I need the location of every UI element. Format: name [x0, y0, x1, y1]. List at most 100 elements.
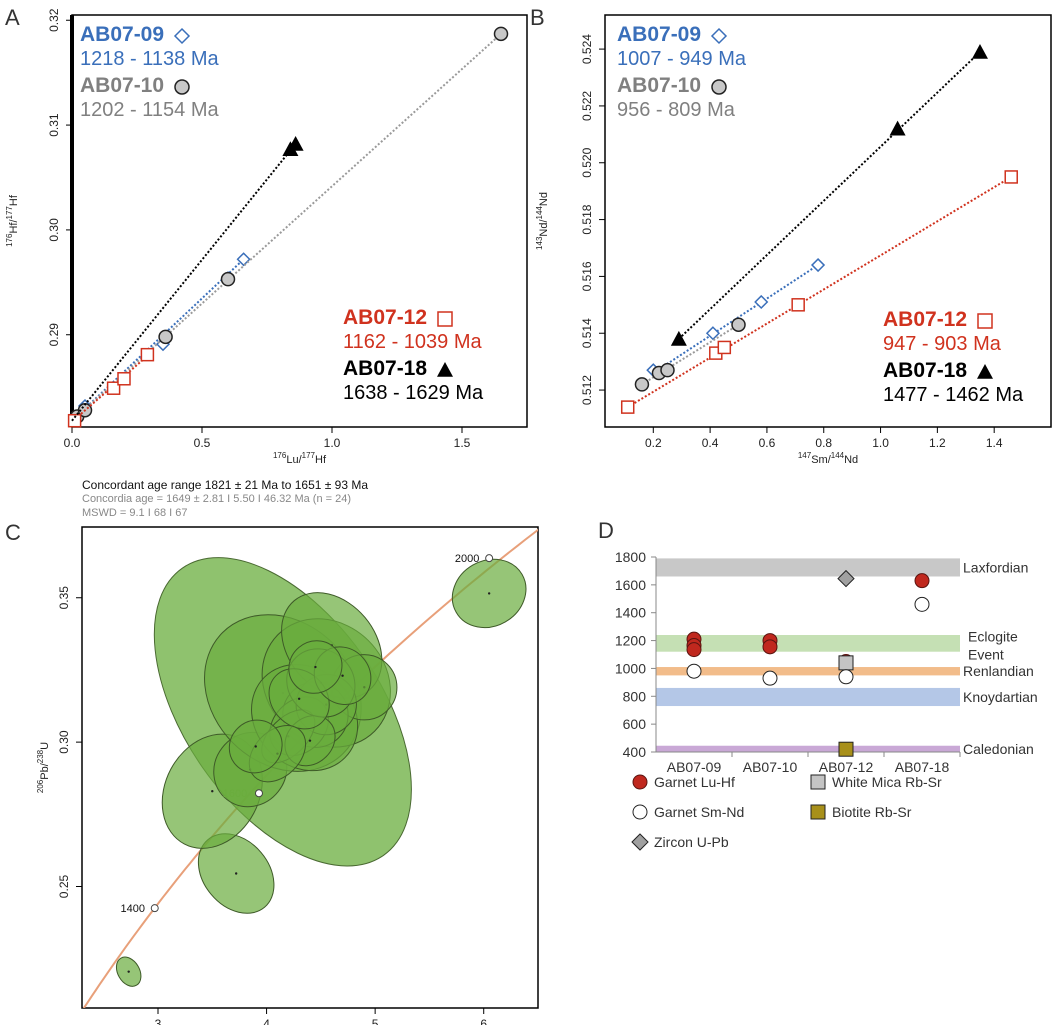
- data-point-ab07-12: [67, 413, 82, 428]
- legend-age-ab07-18: 1477 - 1462 Ma: [883, 384, 1024, 406]
- y-tick-label: 0.30: [57, 730, 71, 754]
- legend-symbol-ab07-18: [977, 364, 994, 379]
- data-point-ab07-10: [493, 26, 509, 42]
- category-label: AB07-12: [819, 759, 874, 775]
- band-eclogite-event: [656, 635, 960, 652]
- data-point-ab07-18: [670, 330, 687, 346]
- legend-symbol-ab07-12: [977, 313, 993, 329]
- concordia-age-marker: [485, 554, 494, 563]
- legend-symbol-ab07-18: [437, 362, 454, 377]
- data-point-ab07-12: [791, 298, 805, 312]
- category-label: AB07-09: [667, 759, 722, 775]
- legend-marker-circle-red: [632, 774, 648, 790]
- age-point-square-gray: [838, 655, 854, 671]
- legend-symbol-ab07-10: [174, 79, 190, 95]
- ellipse-center: [341, 674, 344, 677]
- x-tick-label: 1.0: [324, 436, 341, 450]
- plot-area: [82, 528, 538, 1008]
- isochron-line-ab07-12: [71, 352, 151, 423]
- legend-marker: [710, 27, 728, 45]
- legend-marker-circle-white: [632, 804, 648, 820]
- chart-a: 0.0 0.5 1.0 1.5 0.29 0.30 0.31 0.32 176Lu/177Hf 1…: [5, 8, 528, 466]
- isochron-line-ab07-10: [641, 323, 740, 386]
- band-renlandian: [656, 667, 960, 676]
- data-point-ab07-09: [705, 326, 721, 341]
- y-tick-label: 0.25: [57, 875, 71, 899]
- band-label: Event: [968, 646, 1004, 662]
- isochron-line-ab07-18: [678, 51, 981, 340]
- legend-sample-ab07-18: AB07-18: [343, 357, 428, 380]
- legend-age-ab07-10: 956 - 809 Ma: [617, 99, 735, 121]
- y-tick-label: 600: [623, 716, 647, 732]
- x-tick-label: 0.2: [645, 436, 662, 450]
- y-tick-label: 1200: [615, 633, 646, 649]
- data-point-ab07-10: [660, 362, 675, 378]
- band-label: Eclogite: [968, 628, 1018, 644]
- data-point-ab07-12: [140, 347, 155, 362]
- band-laxfordian: [656, 558, 960, 577]
- concordia-age-label: 2000: [455, 553, 479, 565]
- y-tick-label: 0.35: [57, 586, 71, 610]
- data-point-ab07-09: [810, 257, 826, 273]
- band-label: Caledonian: [963, 741, 1034, 757]
- x-tick-label: 1.4: [986, 436, 1003, 450]
- legend-marker-square-gray: [810, 774, 826, 790]
- legend-marker: [977, 364, 994, 379]
- x-tick-label: 1.2: [929, 436, 946, 450]
- legend-sample-ab07-12: AB07-12: [883, 308, 968, 331]
- isochron-line-ab07-18: [71, 143, 297, 422]
- y-tick-label: 800: [623, 688, 647, 704]
- y-tick-label: 0.522: [580, 91, 594, 121]
- chart-b: 0.2 0.4 0.6 0.8 1.0 1.2 1.4 0.512 0.514 0.516 0.51…: [535, 14, 1052, 466]
- legend-sample-ab07-10: AB07-10: [80, 74, 165, 97]
- y-tick-label: 1000: [615, 660, 646, 676]
- y-tick-label: 0.29: [47, 323, 61, 347]
- legend-sample-ab07-12: AB07-12: [343, 306, 428, 329]
- isochron-line-ab07-09: [652, 264, 819, 374]
- panel-letter-b: B: [530, 5, 545, 30]
- x-tick-label: 0.5: [194, 436, 211, 450]
- isochron-line-ab07-12: [627, 176, 1012, 408]
- x-tick-label: 5: [372, 1017, 379, 1025]
- legend-age-ab07-12: 1162 - 1039 Ma: [343, 331, 482, 353]
- y-tick-label: 0.32: [47, 8, 61, 32]
- data-point-ab07-09: [754, 294, 769, 310]
- ellipse-center: [211, 790, 214, 793]
- data-point-ab07-12: [1004, 170, 1018, 184]
- legend-sample-ab07-09: AB07-09: [80, 23, 165, 46]
- category-label: AB07-18: [895, 759, 950, 775]
- legend-symbol-ab07-09: [710, 27, 728, 45]
- y-tick-label: 0.31: [47, 113, 61, 137]
- plot-frame: [604, 14, 1052, 428]
- age-point-circle-red: [914, 573, 930, 589]
- ellipse-center: [297, 697, 301, 701]
- concordia-age-marker: [254, 789, 263, 798]
- age-point-circle-white: [686, 663, 702, 679]
- data-point-ab07-18: [889, 120, 906, 136]
- legend-marker: [977, 313, 993, 329]
- legend-marker: [711, 79, 727, 95]
- band-caledonian: [656, 745, 960, 752]
- concordia-age-label: 1600: [223, 788, 247, 800]
- y-tick-label: 0.516: [580, 261, 594, 291]
- ellipse-center: [254, 745, 257, 748]
- legend-label: White Mica Rb-Sr: [832, 774, 942, 790]
- band-label: Knoydartian: [963, 689, 1038, 705]
- legend-marker-diamond-gray: [631, 833, 649, 851]
- data-point-ab07-12: [117, 372, 131, 386]
- y-axis-label: 143Nd/144Nd: [535, 192, 550, 250]
- y-tick-label: 0.524: [580, 34, 594, 64]
- ellipse-center: [487, 592, 491, 595]
- legend-label: Garnet Sm-Nd: [654, 804, 744, 820]
- y-tick-label: 400: [623, 744, 647, 760]
- age-point-diamond-gray: [837, 569, 855, 588]
- legend-age-ab07-12: 947 - 903 Ma: [883, 333, 1001, 355]
- age-point-circle-red: [762, 639, 778, 655]
- legend-sample-ab07-09: AB07-09: [617, 23, 702, 46]
- legend-marker-square-olive: [810, 804, 826, 820]
- ellipse-center: [234, 872, 238, 875]
- panel-letter-a: A: [5, 5, 20, 30]
- legend-marker: [173, 27, 191, 45]
- y-tick-label: 1800: [615, 549, 646, 565]
